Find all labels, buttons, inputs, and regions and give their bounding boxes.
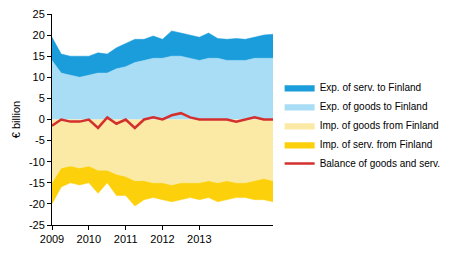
svg-text:10: 10: [33, 71, 45, 83]
svg-text:2009: 2009: [40, 233, 64, 245]
svg-text:Imp. of serv. from Finland: Imp. of serv. from Finland: [320, 139, 433, 150]
svg-text:-20: -20: [29, 198, 45, 210]
svg-text:Imp. of goods from Finland: Imp. of goods from Finland: [320, 120, 439, 131]
svg-text:2010: 2010: [77, 233, 101, 245]
svg-text:Balance of goods and serv.: Balance of goods and serv.: [320, 158, 440, 169]
svg-text:-5: -5: [35, 134, 45, 146]
svg-text:20: 20: [33, 29, 45, 41]
svg-text:25: 25: [33, 8, 45, 20]
svg-text:€ billion: € billion: [10, 101, 22, 138]
svg-text:Exp. of serv. to Finland: Exp. of serv. to Finland: [320, 82, 422, 93]
svg-text:-15: -15: [29, 177, 45, 189]
svg-text:0: 0: [39, 113, 45, 125]
svg-text:2011: 2011: [114, 233, 138, 245]
svg-text:Exp. of goods to Finland: Exp. of goods to Finland: [320, 101, 428, 112]
svg-text:-10: -10: [29, 156, 45, 168]
svg-text:2013: 2013: [187, 233, 211, 245]
svg-text:5: 5: [39, 92, 45, 104]
svg-text:-25: -25: [29, 219, 45, 231]
svg-text:2012: 2012: [150, 233, 174, 245]
svg-text:15: 15: [33, 50, 45, 62]
